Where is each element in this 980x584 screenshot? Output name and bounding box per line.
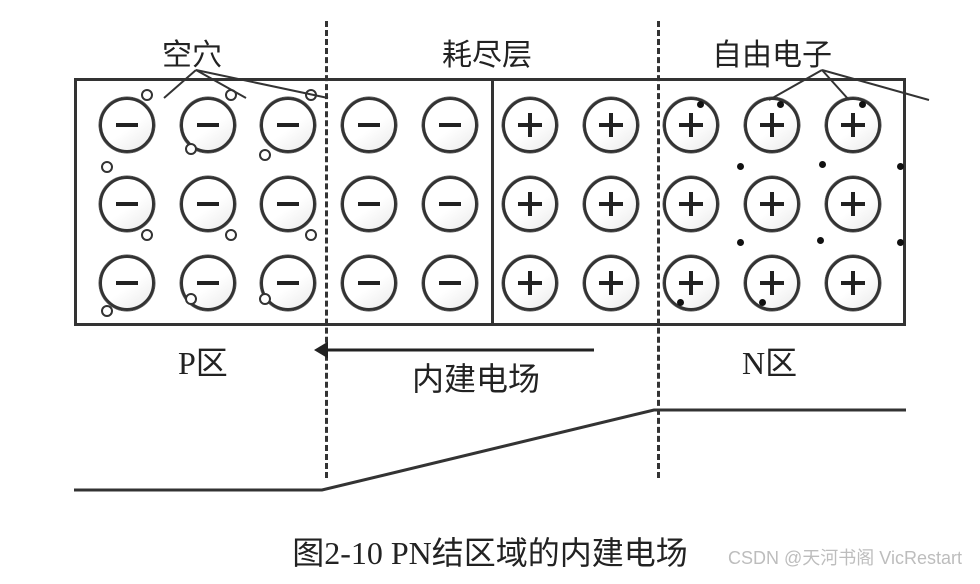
electron-marker [817, 237, 824, 244]
electron-marker [737, 239, 744, 246]
electron-marker [697, 101, 704, 108]
top-labels-row: 空穴 耗尽层 自由电子 [74, 28, 906, 78]
electron-marker [897, 239, 904, 246]
electron-marker [819, 161, 826, 168]
below-row: P区 N区 内建电场 [74, 334, 906, 394]
diagram-wrap: 空穴 耗尽层 自由电子 P区 N区 内建电场 图2-10 PN结区域的内建电场 [74, 28, 906, 574]
electron-marker [759, 299, 766, 306]
label-holes: 空穴 [162, 30, 222, 74]
electron-marker [677, 299, 684, 306]
pn-junction-box [74, 78, 906, 326]
potential-plot [74, 394, 906, 504]
electron-dots-layer [77, 81, 903, 323]
electron-marker [737, 163, 744, 170]
label-electrons: 自由电子 [712, 30, 832, 74]
potential-line-svg [74, 394, 906, 504]
electron-marker [859, 101, 866, 108]
electron-marker [897, 163, 904, 170]
electron-marker [777, 101, 784, 108]
watermark: CSDN @天河书阁 VicRestart [728, 544, 962, 570]
label-depletion: 耗尽层 [442, 30, 532, 74]
